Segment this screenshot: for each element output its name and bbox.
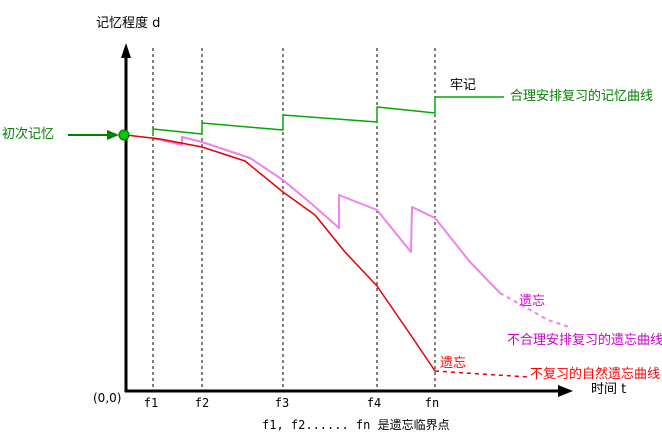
curve-reviewed-memory-curve bbox=[152, 96, 504, 136]
firmly-remember-label: 牢记 bbox=[450, 78, 477, 93]
critical-points-note: f1, f2...... fn 是遗忘临界点 bbox=[262, 418, 450, 432]
natural-forgetting-curve-label: 不复习的自然遗忘曲线 bbox=[530, 367, 661, 382]
x-tick-f3: f3 bbox=[275, 396, 289, 410]
initial-memory-label: 初次记忆 bbox=[2, 127, 55, 142]
x-axis-arrowhead bbox=[558, 385, 573, 397]
curve-natural-forgetting-curve bbox=[125, 134, 436, 372]
origin-label: (0,0) bbox=[93, 391, 122, 405]
forgetting-label-red: 遗忘 bbox=[440, 356, 467, 371]
y-axis-title: 记忆程度 d bbox=[96, 16, 161, 31]
forgetting-label-magenta: 遗忘 bbox=[519, 294, 546, 309]
reviewed-memory-curve-label: 合理安排复习的记忆曲线 bbox=[510, 89, 654, 104]
y-axis-arrowhead bbox=[121, 43, 131, 58]
initial-memory-dot bbox=[118, 129, 130, 141]
x-axis-title: 时间 t bbox=[591, 382, 627, 397]
initial-memory-arrowhead bbox=[107, 130, 119, 140]
curve-badly-reviewed-forgetting-curve-dashed-tail bbox=[499, 292, 573, 329]
x-tick-fn: fn bbox=[425, 396, 439, 410]
curve-badly-reviewed-forgetting-curve bbox=[152, 136, 501, 294]
x-tick-f4: f4 bbox=[367, 396, 381, 410]
x-tick-f1: f1 bbox=[144, 396, 158, 410]
x-tick-f2: f2 bbox=[195, 396, 209, 410]
badly-reviewed-forgetting-curve-label: 不合理安排复习的遗忘曲线 bbox=[507, 333, 662, 348]
curve-natural-forgetting-curve-dashed-tail bbox=[434, 370, 531, 378]
